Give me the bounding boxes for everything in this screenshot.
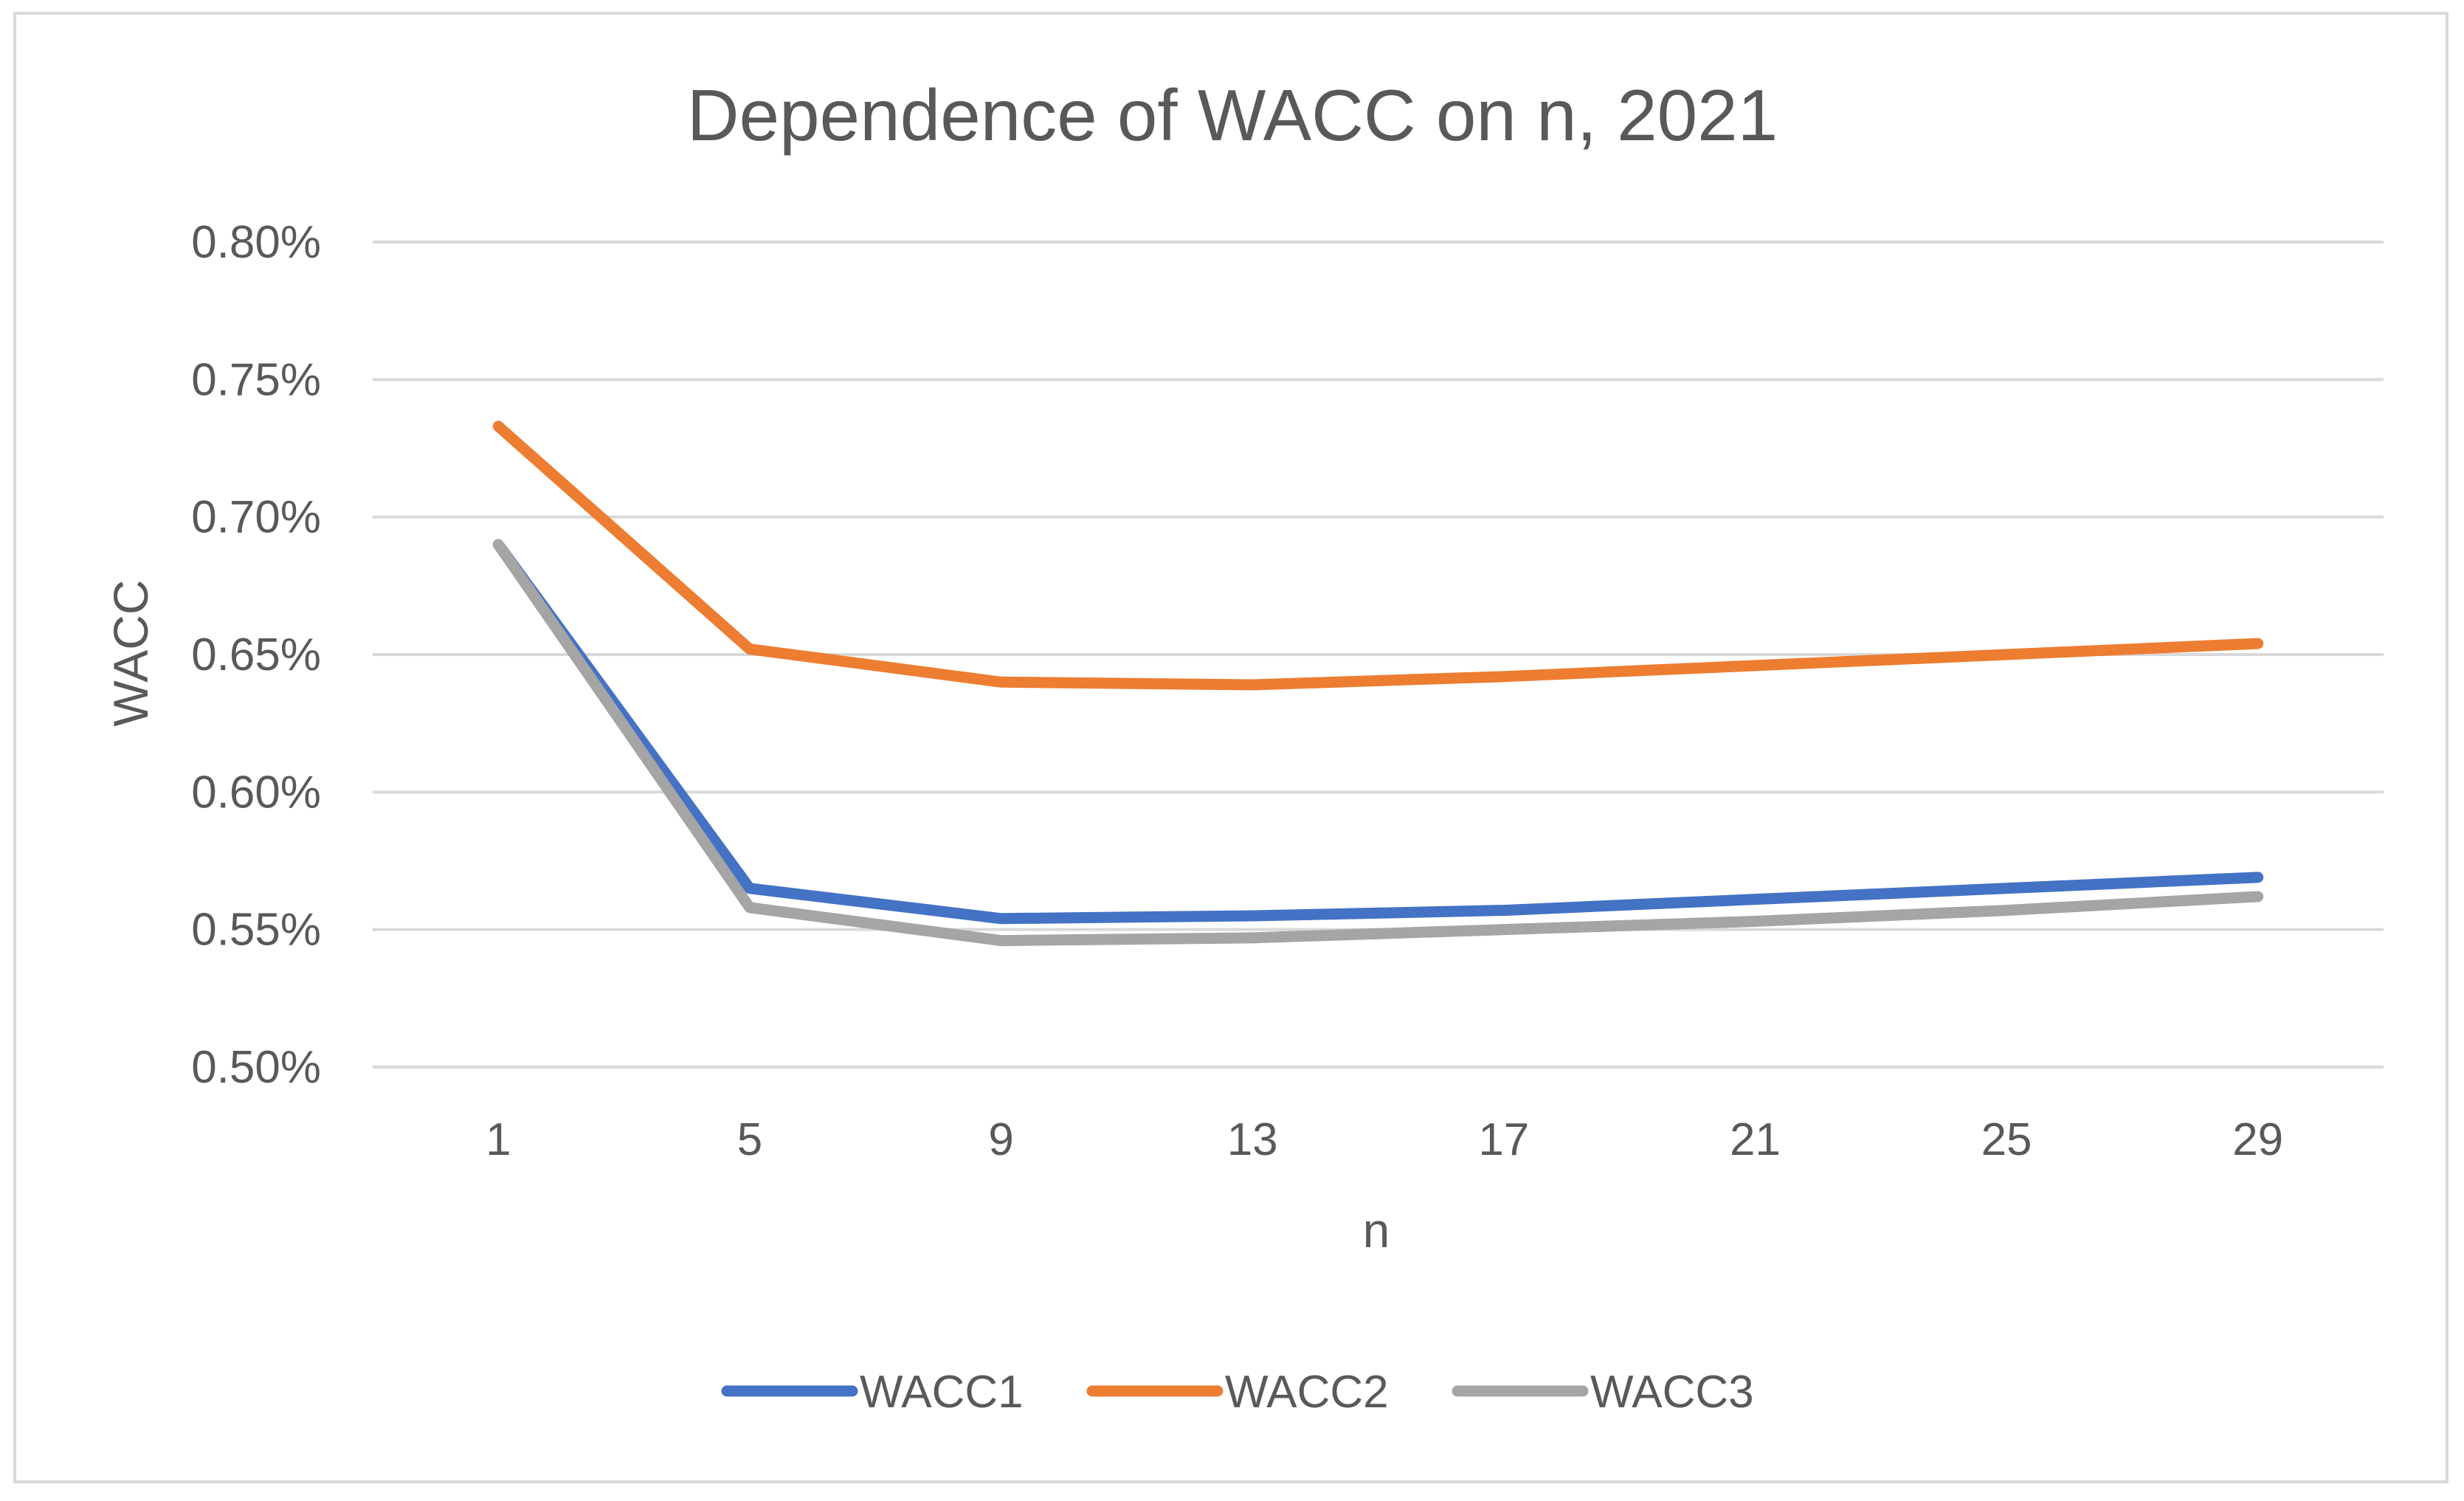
x-tick-label: 21 bbox=[1730, 1114, 1781, 1165]
legend-label-wacc1: WACC1 bbox=[860, 1367, 1024, 1418]
x-tick-label: 1 bbox=[486, 1114, 511, 1165]
legend: WACC1 WACC2 WACC3 bbox=[721, 1367, 1754, 1418]
y-tick-label: 0.75% bbox=[191, 354, 321, 405]
chart-border bbox=[13, 12, 2449, 1483]
y-axis-ticks: 0.50% 0.55% 0.60% 0.65% 0.70% 0.75% 0.80% bbox=[191, 217, 321, 1093]
x-tick-label: 9 bbox=[988, 1114, 1013, 1165]
y-tick-label: 0.65% bbox=[191, 629, 321, 680]
series-line-wacc1 bbox=[492, 539, 2264, 925]
y-axis-label: WACC bbox=[103, 579, 158, 726]
x-tick-label: 29 bbox=[2232, 1114, 2283, 1165]
y-tick-label: 0.55% bbox=[191, 905, 321, 956]
x-tick-label: 17 bbox=[1478, 1114, 1529, 1165]
legend-label-wacc3: WACC3 bbox=[1590, 1367, 1754, 1418]
series-line-wacc2 bbox=[492, 421, 2264, 691]
y-tick-label: 0.80% bbox=[191, 217, 321, 268]
y-tick-label: 0.70% bbox=[191, 492, 321, 543]
x-axis-ticks: 1 5 9 13 17 21 25 29 bbox=[486, 1114, 2283, 1165]
x-tick-label: 13 bbox=[1227, 1114, 1278, 1165]
chart-title: Dependence of WACC on n, 2021 bbox=[687, 75, 1778, 156]
x-axis-label: n bbox=[1363, 1203, 1390, 1257]
y-tick-label: 0.60% bbox=[191, 767, 321, 818]
series-line-wacc3 bbox=[492, 539, 2264, 947]
gridlines bbox=[373, 241, 2384, 1069]
x-tick-label: 25 bbox=[1981, 1114, 2032, 1165]
series-lines bbox=[492, 421, 2264, 947]
x-tick-label: 5 bbox=[737, 1114, 762, 1165]
legend-label-wacc2: WACC2 bbox=[1225, 1367, 1389, 1418]
y-tick-label: 0.50% bbox=[191, 1042, 321, 1093]
